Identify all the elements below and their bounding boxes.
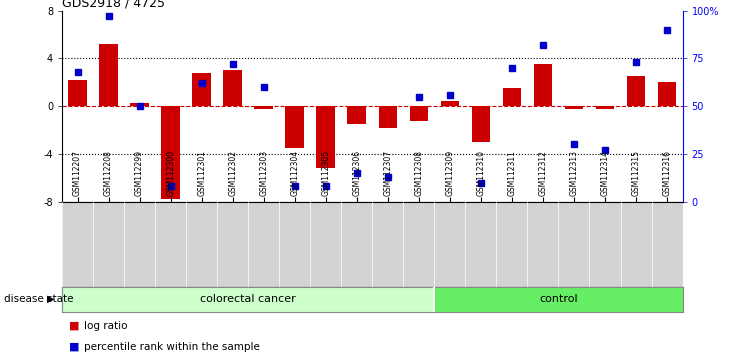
Bar [285,106,304,148]
Bar [317,106,335,169]
Bar [596,106,615,109]
Text: GDS2918 / 4725: GDS2918 / 4725 [62,0,165,10]
Bar [626,76,645,106]
Bar [534,64,553,106]
Bar [441,101,459,106]
Text: percentile rank within the sample: percentile rank within the sample [84,342,260,352]
Text: ▶: ▶ [47,294,55,304]
Bar [161,106,180,199]
Bar [472,106,491,142]
Text: control: control [539,294,577,304]
Bar [131,103,149,106]
Bar [99,44,118,106]
Text: ■: ■ [69,342,80,352]
Bar [223,70,242,106]
Bar [255,106,273,109]
Bar [410,106,428,120]
Bar [658,82,677,106]
Text: colorectal cancer: colorectal cancer [200,294,296,304]
Bar [62,287,434,312]
Bar [193,73,211,106]
Bar [347,106,366,124]
Text: disease state: disease state [4,294,73,304]
Bar [503,88,521,106]
Text: ■: ■ [69,321,80,331]
Bar [379,106,397,128]
Bar [434,287,683,312]
Bar [565,106,583,109]
Bar [69,80,87,106]
Text: log ratio: log ratio [84,321,128,331]
